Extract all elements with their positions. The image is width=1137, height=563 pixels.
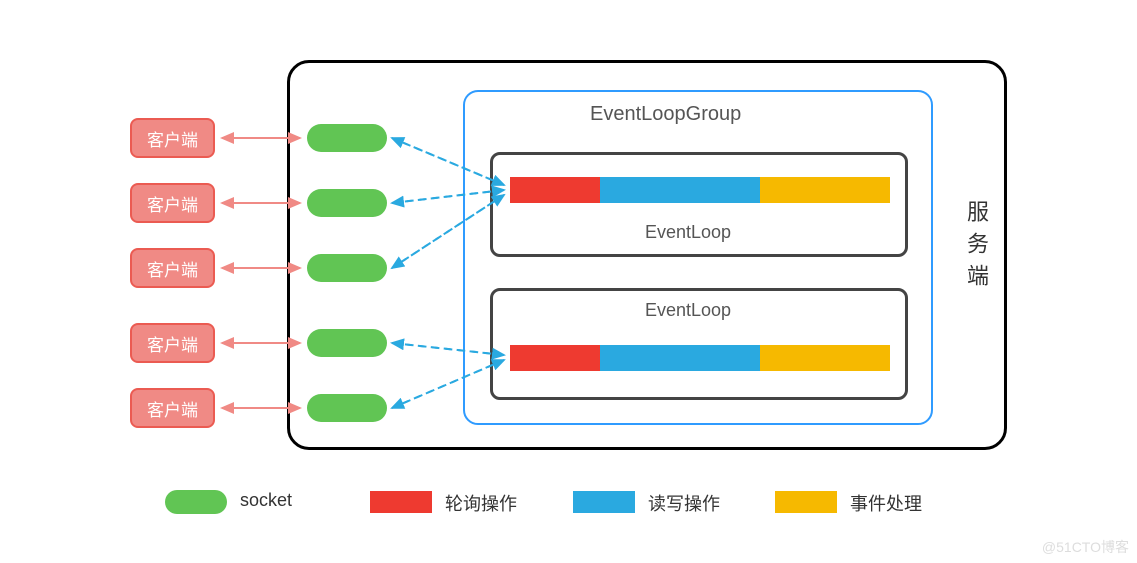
legend-label-1: 轮询操作 xyxy=(445,490,517,516)
server-label: 服务端 xyxy=(960,200,992,296)
client-3: 客户端 xyxy=(130,323,215,363)
socket-0 xyxy=(307,124,387,152)
client-1: 客户端 xyxy=(130,183,215,223)
segment-bar-1 xyxy=(510,345,890,371)
client-4: 客户端 xyxy=(130,388,215,428)
eventloop-label-0: EventLoop xyxy=(645,222,731,243)
legend-swatch-3 xyxy=(775,491,837,513)
eventloop-label-1: EventLoop xyxy=(645,300,731,321)
socket-3 xyxy=(307,329,387,357)
watermark: @51CTO博客 xyxy=(1042,537,1129,557)
client-2: 客户端 xyxy=(130,248,215,288)
socket-1 xyxy=(307,189,387,217)
legend-label-0: socket xyxy=(240,490,292,511)
socket-2 xyxy=(307,254,387,282)
legend-swatch-1 xyxy=(370,491,432,513)
eventloopgroup-title: EventLoopGroup xyxy=(590,103,741,126)
legend-swatch-0 xyxy=(165,490,227,514)
legend-swatch-2 xyxy=(573,491,635,513)
socket-4 xyxy=(307,394,387,422)
segment-bar-0 xyxy=(510,177,890,203)
client-0: 客户端 xyxy=(130,118,215,158)
legend-label-3: 事件处理 xyxy=(850,490,922,516)
legend-label-2: 读写操作 xyxy=(648,490,720,516)
